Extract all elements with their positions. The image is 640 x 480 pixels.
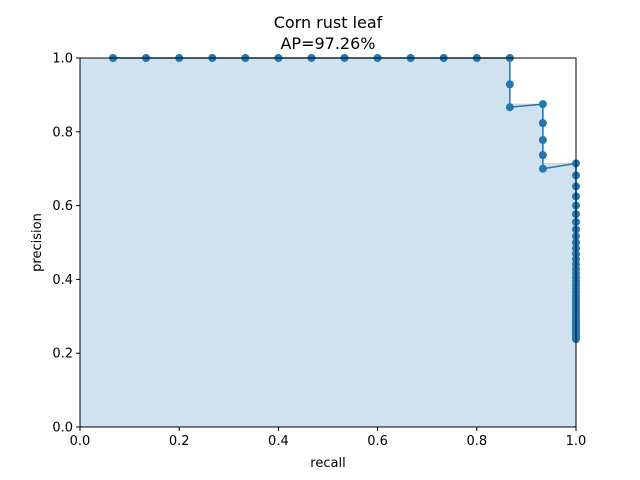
- data-point: [538, 151, 547, 160]
- y-tick-label: 0.6: [52, 199, 73, 214]
- data-point: [538, 119, 547, 128]
- x-tick-label: 0.6: [367, 434, 388, 449]
- x-tick-label: 0.4: [268, 434, 289, 449]
- area-under-curve: [80, 58, 576, 427]
- x-tick-label: 0.8: [466, 434, 487, 449]
- y-tick-label: 0.2: [52, 347, 73, 362]
- x-axis-label: recall: [310, 456, 345, 471]
- plot-frame: [79, 57, 577, 428]
- y-tick-label: 0.0: [52, 421, 73, 436]
- data-point: [538, 100, 547, 109]
- y-tick-label: 0.4: [52, 273, 73, 288]
- chart-title: Corn rust leaf: [274, 13, 383, 32]
- y-axis: 0.0 0.2 0.4 0.6 0.8 1.0: [52, 52, 80, 436]
- area-fill-layer: [80, 58, 576, 427]
- data-point: [505, 103, 514, 112]
- x-axis: 0.0 0.2 0.4 0.6 0.8 1.0: [70, 427, 587, 449]
- data-point: [538, 164, 547, 173]
- y-tick-label: 0.8: [52, 125, 73, 140]
- x-tick-label: 0.2: [169, 434, 190, 449]
- y-axis-label: precision: [30, 213, 45, 272]
- x-tick-label: 1.0: [566, 434, 587, 449]
- y-tick-label: 1.0: [52, 52, 73, 67]
- chart-subtitle: AP=97.26%: [280, 34, 375, 53]
- data-point: [538, 135, 547, 144]
- data-point: [505, 80, 514, 89]
- x-tick-label: 0.0: [70, 434, 91, 449]
